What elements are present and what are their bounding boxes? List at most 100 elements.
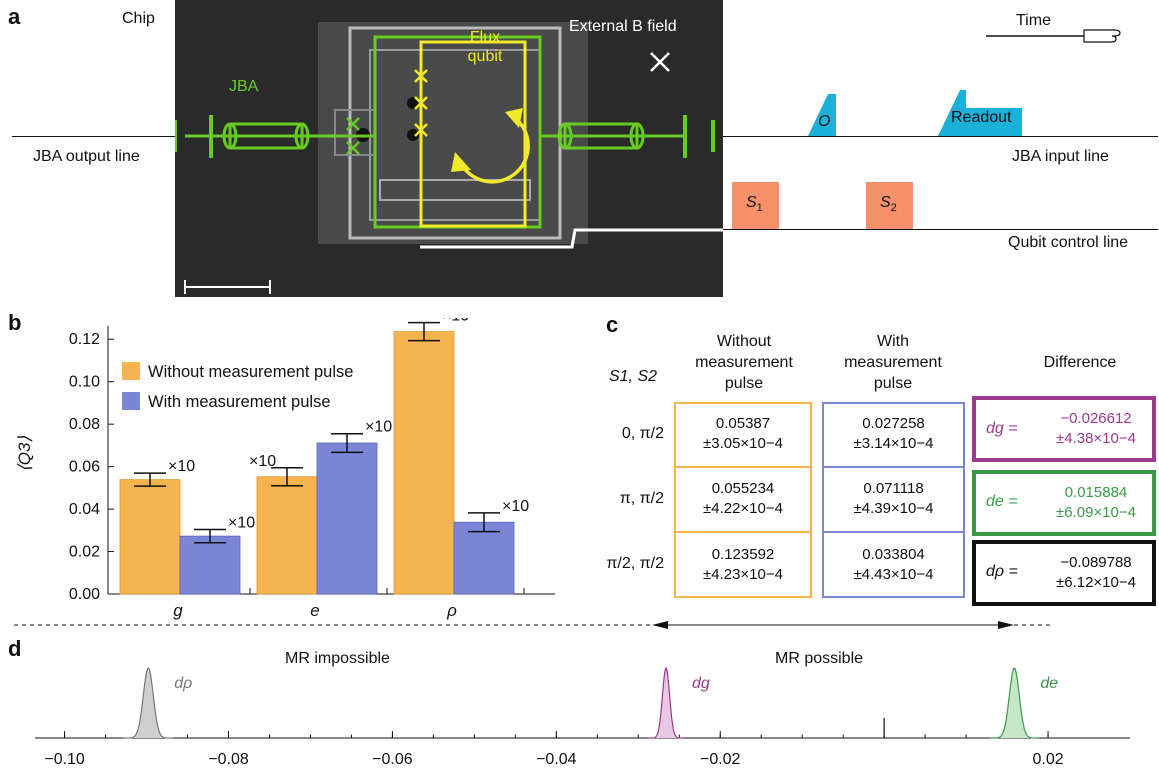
row-1-without-err: ±4.22×10−4 [703, 500, 783, 517]
x-tick-label: g [173, 601, 183, 620]
y-tick-label: 0.08 [69, 416, 100, 433]
arrow-left [652, 621, 668, 629]
jba-label: JBA [229, 78, 259, 95]
panel-b-letter: b [8, 310, 22, 335]
without-header: Without measurement pulse [676, 331, 812, 394]
x-tick-label: −0.02 [700, 751, 741, 768]
row-1-with-value: 0.071118 [863, 480, 924, 497]
row-0-settings: 0, π/2 [621, 425, 664, 442]
mr-possible-label: MR possible [775, 650, 864, 667]
settings-header: S1, S2 [608, 368, 658, 385]
peak-label-1: dg [692, 675, 710, 692]
pulse-readout [938, 90, 1022, 136]
external-field-label: External B field [569, 18, 677, 35]
chip-label: Chip [122, 10, 155, 27]
y-tick-label: 0.04 [69, 501, 100, 518]
multiplier-label: ×10 [442, 318, 469, 325]
bar-e-1 [316, 442, 378, 595]
time-label: Time [1016, 12, 1051, 29]
x-tick-label: 0.02 [1032, 751, 1063, 768]
row-0-with: 0.027258 ±3.14×10−4 [822, 402, 965, 466]
without-divider-2 [674, 531, 812, 533]
difference-header: Difference [1043, 354, 1117, 371]
row-2-diff-box [972, 540, 1156, 606]
with-header-line3: pulse [873, 375, 913, 392]
row-2-with: 0.033804 ±4.43×10−4 [822, 533, 965, 597]
row-1-with-err: ±4.39×10−4 [853, 500, 934, 517]
multiplier-label: ×10 [168, 458, 195, 475]
peak-fill-0 [123, 668, 174, 738]
row-0-without-value: 0.05387 [715, 415, 771, 432]
row-0-diff: −0.026612 ±4.38×10−4 [1040, 400, 1152, 458]
without-column-box [674, 402, 812, 598]
pulse-o [808, 94, 836, 136]
pulse-s2 [866, 182, 913, 229]
without-header-line3: pulse [724, 375, 764, 392]
x-tick-label: −0.04 [536, 751, 577, 768]
x-tick-label: ρ [446, 601, 457, 620]
chip-micrograph: JBA Flux qubit External B field [173, 0, 723, 297]
row-2-with-err: ±4.43×10−4 [853, 566, 934, 583]
row-2-settings: π/2, π/2 [606, 555, 664, 572]
x-tick-label: −0.06 [372, 751, 413, 768]
y-tick-label: 0.10 [69, 374, 100, 391]
bar-g-0 [119, 479, 181, 595]
y-tick-label: 0.06 [69, 459, 100, 476]
peak-label-0: dρ [174, 675, 192, 692]
peak-line-0 [123, 667, 174, 739]
multiplier-label: ×10 [365, 419, 392, 436]
row-0-without: 0.05387 ±3.05×10−4 [674, 402, 812, 466]
row-1-diff-name: de = [986, 493, 1018, 510]
row-0-with-value: 0.027258 [862, 415, 925, 432]
with-header-line2: measurement [844, 354, 942, 371]
without-header-line1: Without [716, 333, 772, 350]
x-tick-label: −0.10 [44, 751, 85, 768]
row-1-settings: π, π/2 [619, 490, 664, 507]
y-axis-label: ⟨Q3⟩ [15, 436, 34, 472]
row-1-without: 0.055234 ±4.22×10−4 [674, 467, 812, 531]
qubit-control-line [722, 229, 1158, 230]
jba-output-line-label: JBA output line [33, 148, 140, 165]
with-divider-2 [822, 531, 965, 533]
arrow-right [998, 621, 1014, 629]
pulse-s2-label: S2 [880, 194, 897, 215]
row-1-diff-value: 0.015884 [1064, 484, 1128, 501]
multiplier-label: ×10 [249, 453, 276, 470]
peak-line-1 [648, 667, 684, 739]
peak-fill-1 [648, 668, 684, 738]
row-1-without-value: 0.055234 [711, 480, 775, 497]
with-header-line1: With [877, 333, 909, 350]
x-tick-label: e [310, 601, 319, 620]
panel-d-letter: d [8, 636, 22, 661]
y-tick-label: 0.00 [69, 586, 100, 603]
x-tick-label: −0.08 [208, 751, 249, 768]
flux-qubit-label-line2: qubit [467, 48, 503, 65]
peak-line-2 [989, 667, 1040, 739]
row-2-diff: −0.089788 ±6.12×10−4 [1040, 544, 1152, 602]
qubit-control-line-label: Qubit control line [1008, 234, 1129, 251]
row-0-diff-value: −0.026612 [1060, 410, 1132, 427]
bar-ρ-0 [393, 331, 455, 595]
row-0-diff-name: dg = [986, 420, 1018, 437]
row-2-diff-err: ±6.12×10−4 [1056, 574, 1136, 591]
pulse-readout-label: Readout [951, 109, 1012, 126]
legend-label: With measurement pulse [148, 393, 331, 411]
row-2-without: 0.123592 ±4.23×10−4 [674, 533, 812, 597]
with-column-box [822, 402, 965, 598]
peak-label-2: de [1040, 675, 1058, 692]
chip-drawing [173, 22, 723, 294]
y-tick-label: 0.12 [69, 331, 100, 348]
without-divider-1 [674, 466, 812, 468]
flux-qubit-label: Flux qubit [455, 28, 515, 66]
bar-ρ-1 [453, 521, 515, 595]
bar-g-1 [179, 535, 241, 595]
legend-swatch [122, 392, 140, 410]
without-header-line2: measurement [695, 354, 793, 371]
row-2-without-value: 0.123592 [711, 546, 775, 563]
row-1-diff: 0.015884 ±6.09×10−4 [1040, 474, 1152, 532]
with-divider-1 [822, 466, 965, 468]
panel-c-letter: c [606, 312, 619, 337]
distribution-chart: −0.10 −0.08 −0.06 −0.04 −0.02 0.02 dρ dg de [14, 621, 1130, 768]
row-2-diff-value: −0.089788 [1060, 554, 1132, 571]
hand-pointer-icon [986, 29, 1121, 43]
